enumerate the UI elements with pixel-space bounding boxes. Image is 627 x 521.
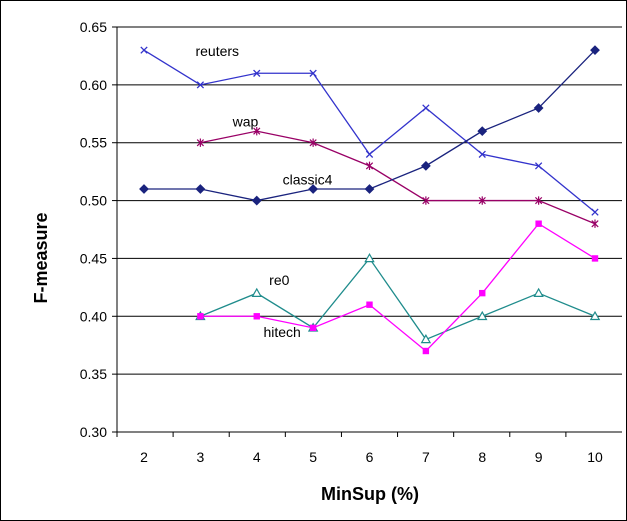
data-point-wap (365, 161, 374, 171)
data-point-reuters (196, 81, 205, 89)
data-point-hitech (253, 313, 260, 320)
x-tick-label: 7 (422, 449, 430, 465)
series-labels: reuters wap classic4 re0 hitech (195, 43, 332, 340)
data-point-wap (422, 196, 430, 205)
axes (112, 26, 567, 437)
series-wap (196, 126, 599, 228)
x-tick-label: 4 (253, 449, 261, 465)
y-axis-title: F-measure (31, 212, 51, 303)
data-point-classic4 (420, 160, 431, 171)
data-point-re0 (533, 287, 544, 297)
data-point-wap (253, 126, 261, 136)
series-group (139, 45, 601, 355)
data-point-re0 (477, 310, 488, 321)
series-label-re0: re0 (269, 272, 289, 288)
data-point-classic4 (139, 184, 149, 194)
x-tick-label: 2 (140, 449, 148, 465)
data-point-reuters (534, 162, 543, 170)
data-point-re0 (589, 310, 601, 321)
y-tick-label: 0.35 (80, 366, 107, 382)
data-point-reuters (422, 104, 430, 112)
data-point-wap (591, 219, 599, 228)
series-hitech (197, 220, 599, 355)
y-tick-labels: 0.30 0.35 0.40 0.45 0.50 0.55 0.60 0.65 (80, 19, 107, 440)
series-label-reuters: reuters (195, 43, 239, 59)
y-tick-label: 0.60 (80, 77, 107, 93)
data-point-classic4 (364, 184, 375, 194)
series-reuters (140, 46, 599, 216)
data-point-classic4 (590, 45, 600, 56)
data-point-hitech (366, 301, 373, 308)
data-point-classic4 (251, 195, 262, 206)
y-tick-label: 0.55 (80, 135, 107, 151)
data-point-re0 (420, 334, 432, 344)
series-line-hitech (200, 222, 596, 352)
series-line-re0 (200, 257, 596, 341)
data-point-hitech (591, 255, 599, 262)
series-line-classic4 (144, 49, 596, 202)
x-tick-label: 6 (366, 449, 374, 465)
y-tick-label: 0.40 (80, 308, 107, 324)
data-point-reuters (365, 150, 374, 158)
data-point-hitech (309, 324, 317, 332)
x-axis-title: MinSup (%) (321, 484, 419, 504)
data-point-classic4 (533, 103, 544, 113)
data-point-wap (535, 196, 543, 205)
data-point-wap (478, 196, 486, 205)
data-point-hitech (422, 347, 430, 355)
y-tick-label: 0.50 (80, 193, 107, 209)
series-re0 (195, 253, 601, 344)
data-point-reuters (478, 150, 486, 158)
data-point-hitech (197, 313, 204, 320)
y-tick-label: 0.30 (80, 424, 107, 440)
series-label-hitech: hitech (263, 324, 300, 340)
y-tick-label: 0.65 (80, 19, 107, 35)
x-tick-label: 10 (587, 449, 603, 465)
series-label-classic4: classic4 (283, 171, 333, 187)
series-label-wap: wap (232, 114, 259, 130)
data-point-classic4 (477, 126, 488, 137)
x-tick-label: 5 (309, 449, 317, 465)
series-line-wap (200, 130, 596, 225)
data-point-reuters (253, 69, 261, 77)
data-point-reuters (309, 69, 317, 77)
x-tick-label: 8 (478, 449, 486, 465)
data-point-re0 (364, 253, 375, 263)
data-point-reuters (591, 208, 599, 216)
series-classic4 (139, 45, 600, 206)
data-point-classic4 (308, 184, 319, 194)
data-point-hitech (479, 289, 486, 297)
data-point-reuters (140, 46, 148, 54)
x-tick-label: 3 (196, 449, 204, 465)
x-tick-label: 9 (535, 449, 543, 465)
data-point-hitech (535, 220, 542, 227)
data-point-wap (196, 138, 204, 147)
gridlines (117, 26, 622, 433)
data-point-wap (309, 138, 317, 147)
y-tick-label: 0.45 (80, 250, 107, 266)
data-point-re0 (251, 287, 262, 297)
x-tick-labels: 2 3 4 5 6 7 8 9 10 (140, 449, 603, 465)
data-point-classic4 (195, 184, 206, 194)
